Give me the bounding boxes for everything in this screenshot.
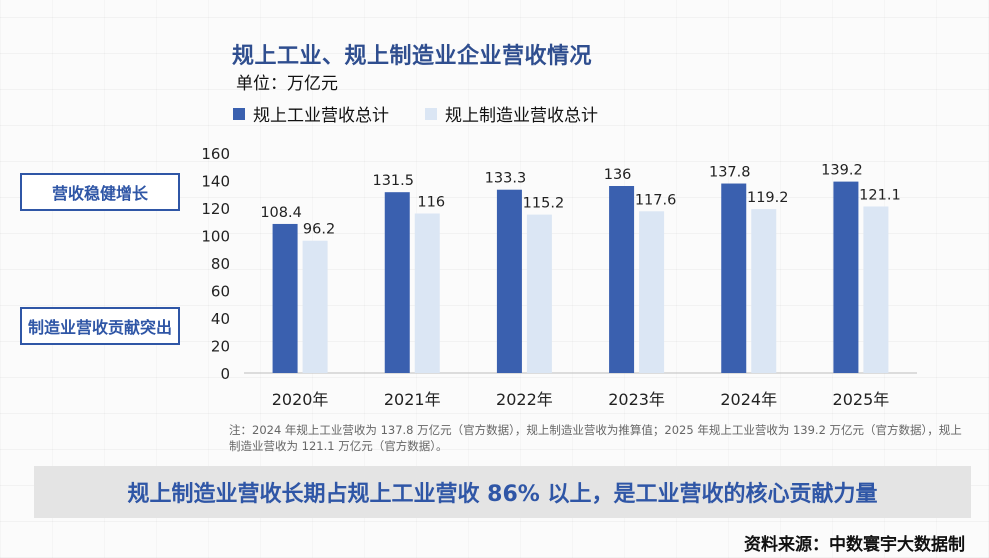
data-label: 115.2 bbox=[523, 196, 565, 212]
conclusion-banner: 规上制造业营收长期占规上工业营收 86% 以上，是工业营收的核心贡献力量 bbox=[34, 466, 971, 518]
side-label-growth: 营收稳健增长 bbox=[20, 173, 180, 211]
data-label: 139.2 bbox=[821, 163, 863, 179]
bar-series2 bbox=[414, 213, 440, 373]
bar-series1 bbox=[721, 183, 747, 373]
footnote: 注：2024 年规上工业营收为 137.8 万亿元（官方数据），规上制造业营收为… bbox=[229, 423, 962, 453]
y-tick-label: 80 bbox=[211, 255, 230, 273]
bar-chart: 0 20 40 60 80 100 120 140 160 108.496.2 2020年 131.5… bbox=[201, 145, 917, 409]
y-tick-label: 140 bbox=[201, 173, 230, 191]
data-label: 136 bbox=[604, 167, 632, 183]
data-label: 133.3 bbox=[485, 171, 527, 187]
bar-series1 bbox=[609, 186, 635, 373]
bar-series1 bbox=[272, 223, 298, 373]
y-tick-label: 40 bbox=[211, 310, 230, 328]
legend-item-series2: 规上制造业营收总计 bbox=[425, 101, 598, 126]
side-label-manufacturing: 制造业营收贡献突出 bbox=[20, 307, 180, 345]
bar-series2 bbox=[751, 209, 777, 373]
y-tick-label: 0 bbox=[220, 365, 230, 383]
legend-label-series2: 规上制造业营收总计 bbox=[445, 106, 598, 126]
x-tick-label: 2025年 bbox=[833, 390, 890, 409]
y-tick-label: 20 bbox=[211, 338, 230, 356]
data-source: 资料来源：中数寰宇大数据制 bbox=[744, 535, 965, 555]
x-tick-label: 2023年 bbox=[608, 390, 665, 409]
x-tick-label: 2022年 bbox=[496, 390, 553, 409]
y-tick-label: 160 bbox=[201, 145, 230, 163]
data-label: 96.2 bbox=[303, 222, 335, 238]
legend-swatch-series1 bbox=[233, 107, 245, 120]
bar-series1 bbox=[833, 181, 859, 373]
data-label: 121.1 bbox=[859, 187, 901, 203]
y-tick-label: 100 bbox=[201, 228, 230, 246]
unit-label: 单位：万亿元 bbox=[236, 74, 338, 94]
bar-series2 bbox=[302, 240, 328, 373]
y-tick-label: 60 bbox=[211, 283, 230, 301]
data-label: 116 bbox=[417, 195, 445, 211]
x-tick-label: 2024年 bbox=[720, 390, 777, 409]
legend-swatch-series2 bbox=[425, 107, 437, 120]
chart-title: 规上工业、规上制造业企业营收情况 bbox=[232, 44, 593, 69]
y-tick-label: 120 bbox=[201, 200, 230, 218]
legend-label-series1: 规上工业营收总计 bbox=[253, 106, 389, 126]
data-label: 137.8 bbox=[709, 165, 751, 181]
data-label: 108.4 bbox=[260, 205, 302, 221]
data-label: 117.6 bbox=[635, 192, 677, 208]
legend-item-series1: 规上工业营收总计 bbox=[233, 101, 389, 126]
bar-series2 bbox=[639, 211, 665, 373]
legend: 规上工业营收总计 规上制造业营收总计 bbox=[233, 101, 634, 126]
x-tick-label: 2020年 bbox=[272, 390, 329, 409]
bar-series1 bbox=[496, 189, 522, 373]
x-tick-label: 2021年 bbox=[384, 390, 441, 409]
data-label: 131.5 bbox=[372, 173, 414, 189]
bar-series2 bbox=[526, 214, 552, 373]
bar-series2 bbox=[863, 206, 889, 373]
bar-series1 bbox=[384, 192, 410, 373]
data-label: 119.2 bbox=[747, 190, 789, 206]
